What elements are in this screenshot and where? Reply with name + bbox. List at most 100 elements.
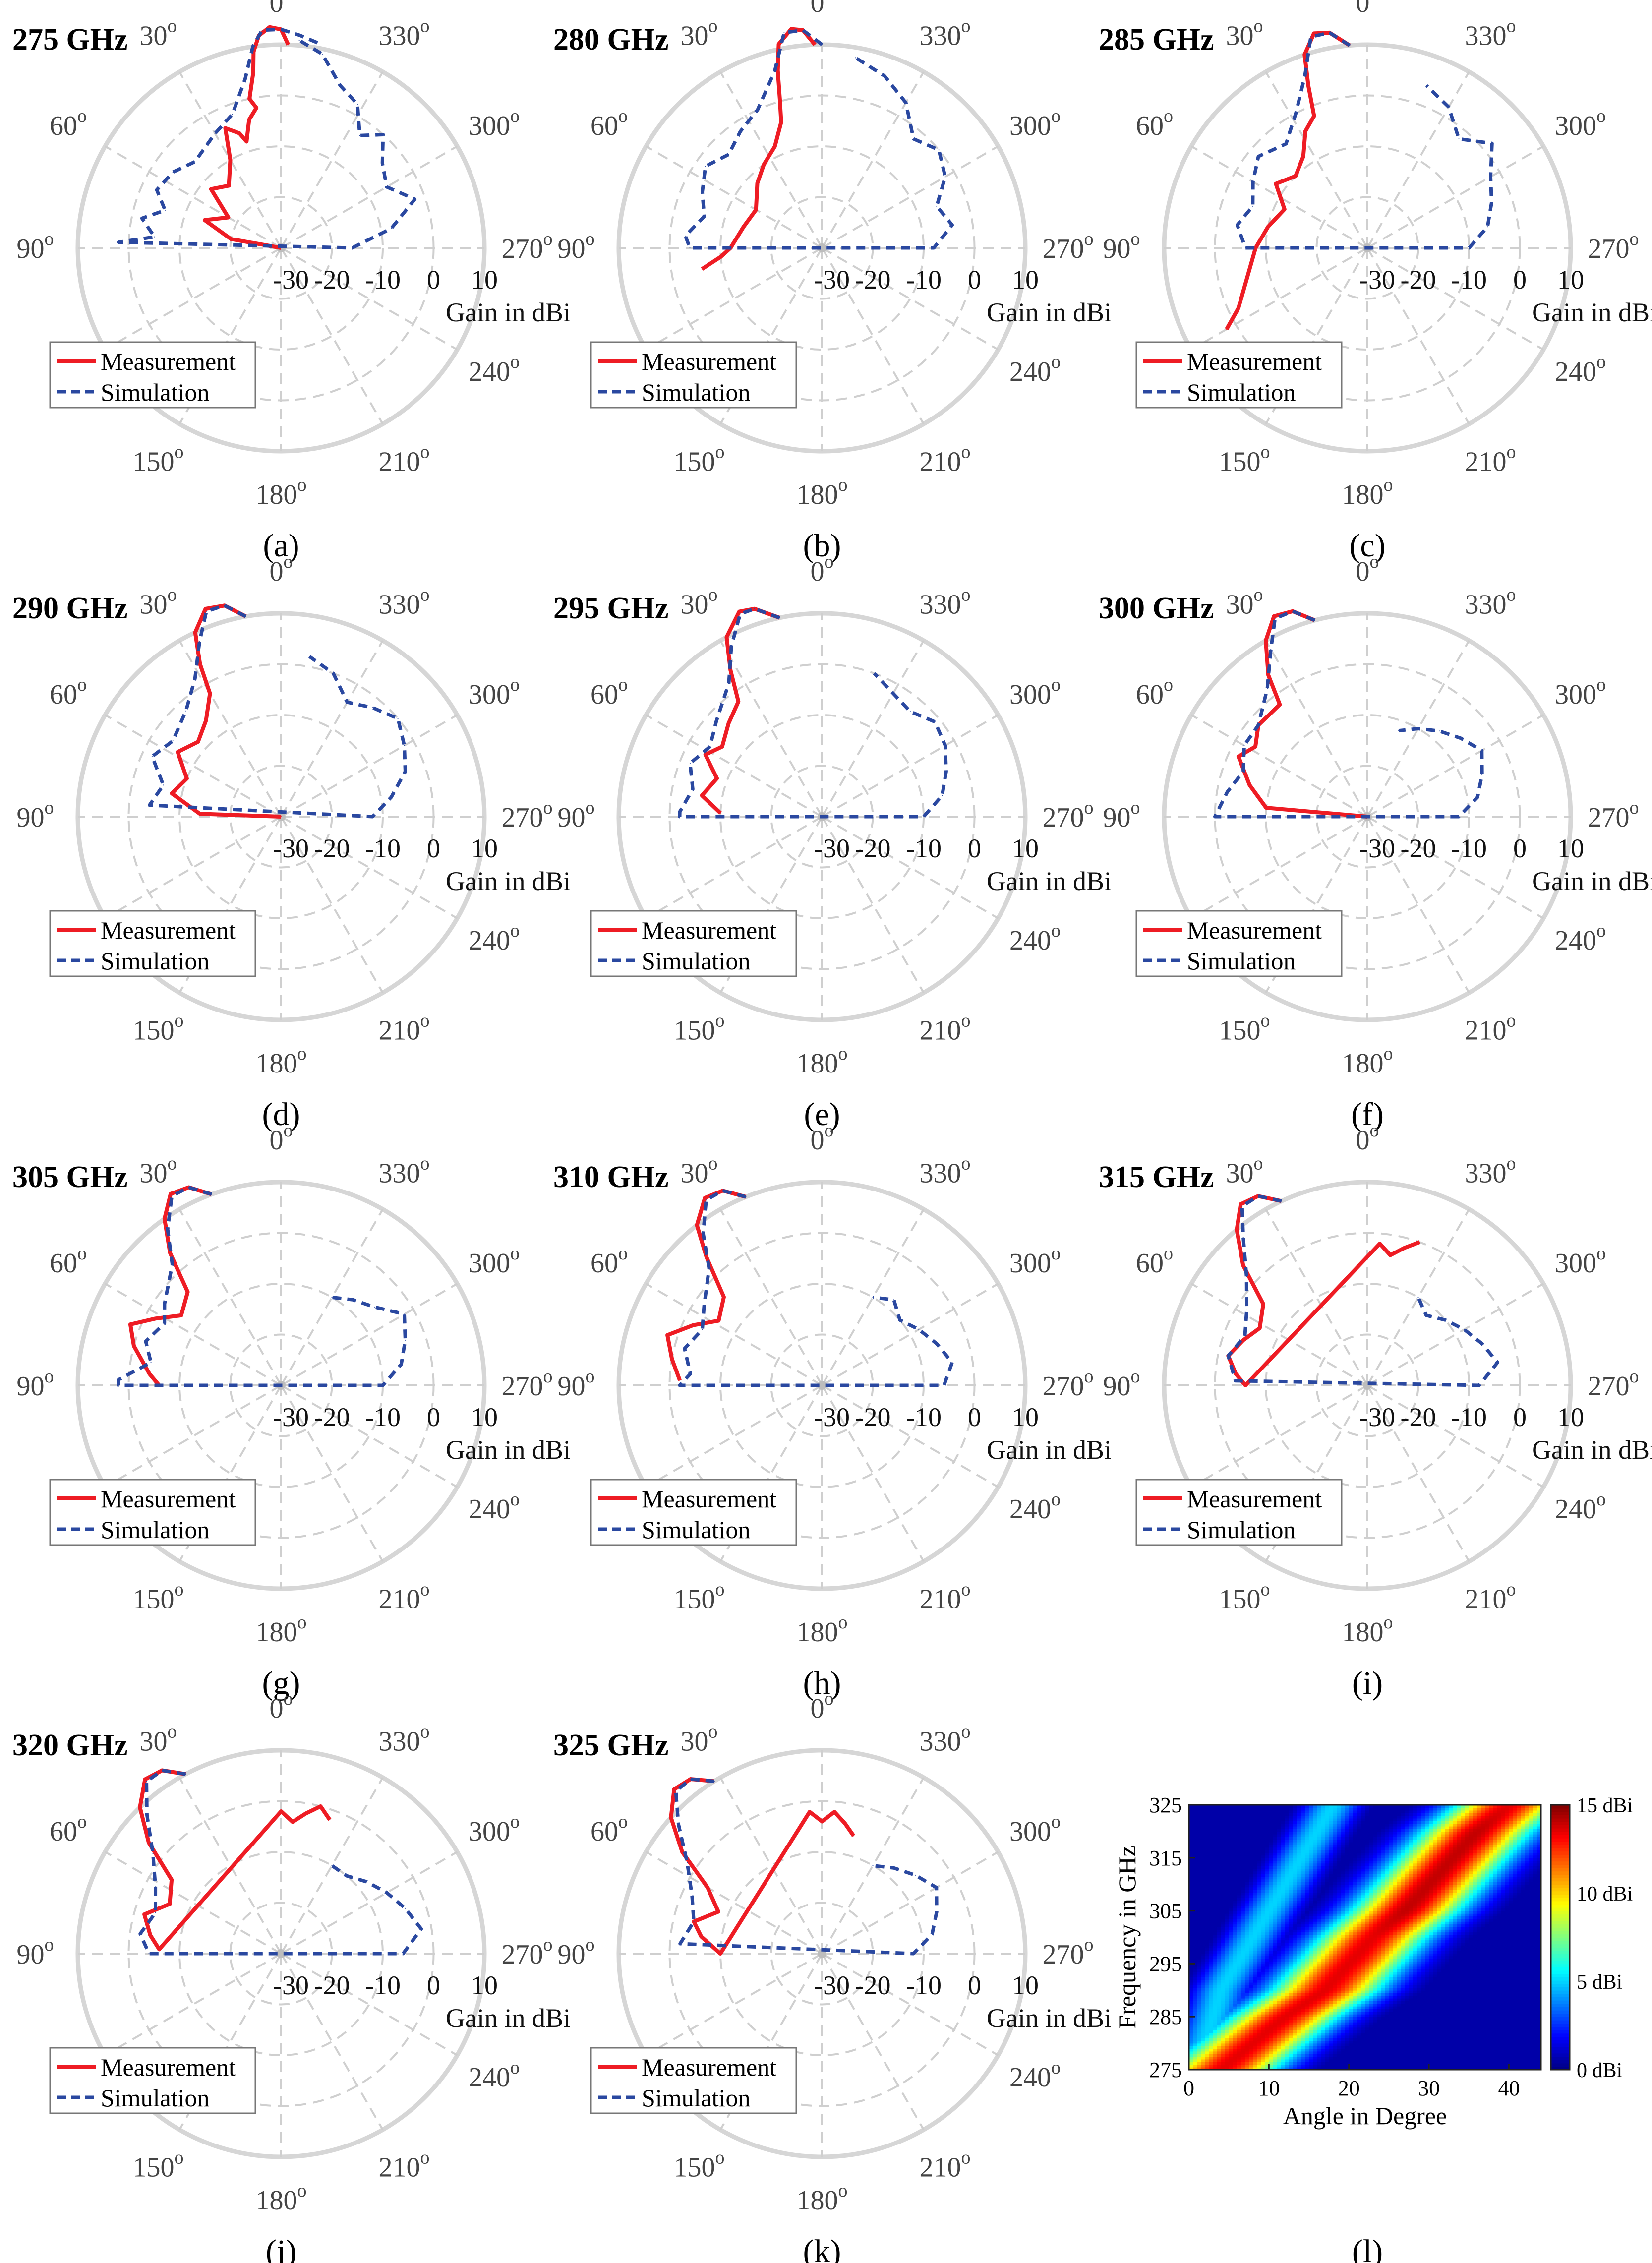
- heatmap-cell: [1300, 2009, 1305, 2012]
- heatmap-cell: [1416, 1985, 1421, 1988]
- heatmap-cell: [1429, 2053, 1433, 2057]
- data-point: [1279, 704, 1281, 705]
- heatmap-cell: [1213, 1974, 1218, 1977]
- heatmap-cell: [1425, 1974, 1429, 1977]
- data-point: [172, 1264, 173, 1265]
- heatmap-cell: [1409, 2006, 1414, 2009]
- heatmap-cell: [1425, 2011, 1429, 2015]
- data-point: [405, 771, 406, 772]
- panel-label: (c): [1349, 528, 1385, 564]
- heatmap-cell: [1509, 2037, 1514, 2041]
- angle-tick-label: 300o: [469, 1811, 520, 1847]
- radial-tick-label: 10: [471, 265, 498, 295]
- heatmap-cell: [1244, 1966, 1249, 1969]
- heatmap-cell: [1405, 2056, 1410, 2060]
- data-point: [685, 235, 686, 237]
- grid-spoke: [1366, 71, 1470, 248]
- heatmap-cell: [1269, 2027, 1274, 2030]
- heatmap-cell: [1329, 2056, 1334, 2060]
- grid-spoke: [822, 1384, 999, 1488]
- angle-tick-label: 180o: [1342, 1043, 1393, 1079]
- heatmap-cell: [1429, 2029, 1433, 2033]
- heatmap-cell: [1377, 2027, 1382, 2030]
- heatmap-cell: [1297, 2017, 1301, 2020]
- heatmap-cell: [1233, 1982, 1238, 1985]
- heatmap-cell: [1509, 2017, 1514, 2020]
- data-point: [938, 149, 940, 151]
- heatmap-cell: [1529, 2011, 1534, 2015]
- data-point: [171, 1195, 173, 1197]
- heatmap-cell: [1465, 1993, 1470, 1996]
- legend-box: [590, 341, 797, 409]
- heatmap-cell: [1369, 1958, 1373, 1962]
- heatmap-cell: [1337, 2051, 1342, 2054]
- heatmap-cell: [1325, 1971, 1330, 1975]
- heatmap-cell: [1261, 2027, 1266, 2030]
- heatmap-cell: [1401, 1945, 1406, 1949]
- data-point: [177, 751, 178, 753]
- heatmap-cell: [1501, 2040, 1506, 2044]
- heatmap-cell: [1536, 2009, 1541, 2012]
- heatmap-cell: [1277, 2037, 1282, 2041]
- heatmap-cell: [1457, 2011, 1462, 2015]
- heatmap-cell: [1509, 1964, 1514, 1967]
- legend-simulation-label: Simulation: [101, 1516, 209, 1544]
- data-point: [779, 617, 780, 618]
- heatmap-cell: [1501, 2035, 1506, 2038]
- heatmap-cell: [1489, 2003, 1493, 2007]
- heatmap-cell: [1521, 2027, 1526, 2030]
- heatmap-cell: [1329, 1979, 1334, 1983]
- heatmap-cell: [1293, 1990, 1298, 1993]
- heatmap-cell: [1517, 1998, 1522, 2001]
- angle-tick-label: 270o: [1588, 797, 1639, 833]
- heatmap-cell: [1405, 2017, 1410, 2020]
- heatmap-cell: [1425, 1969, 1429, 1972]
- heatmap-cell: [1401, 2003, 1406, 2007]
- heatmap-cell: [1193, 1985, 1197, 1988]
- heatmap-cell: [1501, 2011, 1506, 2015]
- heatmap-cell: [1277, 1945, 1282, 1949]
- data-point: [164, 1303, 165, 1305]
- heatmap-cell: [1465, 1950, 1470, 1954]
- heatmap-cell: [1240, 2059, 1245, 2062]
- heatmap-cell: [1297, 2001, 1301, 2004]
- heatmap-cell: [1297, 1993, 1301, 1996]
- data-point: [420, 1928, 422, 1930]
- heatmap-cell: [1480, 1961, 1485, 1965]
- data-point: [1292, 610, 1294, 612]
- heatmap-cell: [1300, 1985, 1305, 1988]
- heatmap-cell: [1457, 2025, 1462, 2028]
- heatmap-cell: [1273, 2053, 1278, 2057]
- heatmap-cell: [1321, 1987, 1326, 1991]
- heatmap-cell: [1365, 1950, 1369, 1954]
- heatmap-cell: [1253, 2014, 1257, 2017]
- heatmap-cell: [1517, 2027, 1522, 2030]
- heatmap-cell: [1441, 2006, 1446, 2009]
- heatmap-cell: [1304, 2011, 1309, 2015]
- heatmap-cell: [1341, 2019, 1346, 2023]
- heatmap-cell: [1480, 1995, 1485, 1999]
- heatmap-cell: [1253, 2059, 1257, 2062]
- heatmap-cell: [1425, 2029, 1429, 2033]
- heatmap-cell: [1469, 1945, 1474, 1949]
- heatmap-cell: [1517, 1971, 1522, 1975]
- heatmap-cell: [1289, 2009, 1294, 2012]
- heatmap-cell: [1461, 1953, 1466, 1957]
- heatmap-cell: [1389, 1985, 1394, 1988]
- legend-box: [49, 910, 256, 977]
- heatmap-cell: [1209, 1964, 1214, 1967]
- heatmap-cell: [1397, 1979, 1402, 1983]
- heatmap-cell: [1393, 1998, 1398, 2001]
- radial-tick-label: 0: [427, 1970, 440, 2000]
- heatmap-cell: [1273, 2040, 1278, 2044]
- heatmap-cell: [1533, 2017, 1537, 2020]
- heatmap-cell: [1385, 2025, 1390, 2028]
- data-point: [1417, 728, 1419, 729]
- heatmap-cell: [1505, 1982, 1510, 1985]
- heatmap-cell: [1389, 2029, 1394, 2033]
- heatmap-cell: [1453, 2051, 1458, 2054]
- grid-spoke: [178, 71, 282, 248]
- heatmap-cell: [1480, 1964, 1485, 1967]
- heatmap-cell: [1337, 2043, 1342, 2046]
- heatmap-cell: [1240, 2006, 1245, 2009]
